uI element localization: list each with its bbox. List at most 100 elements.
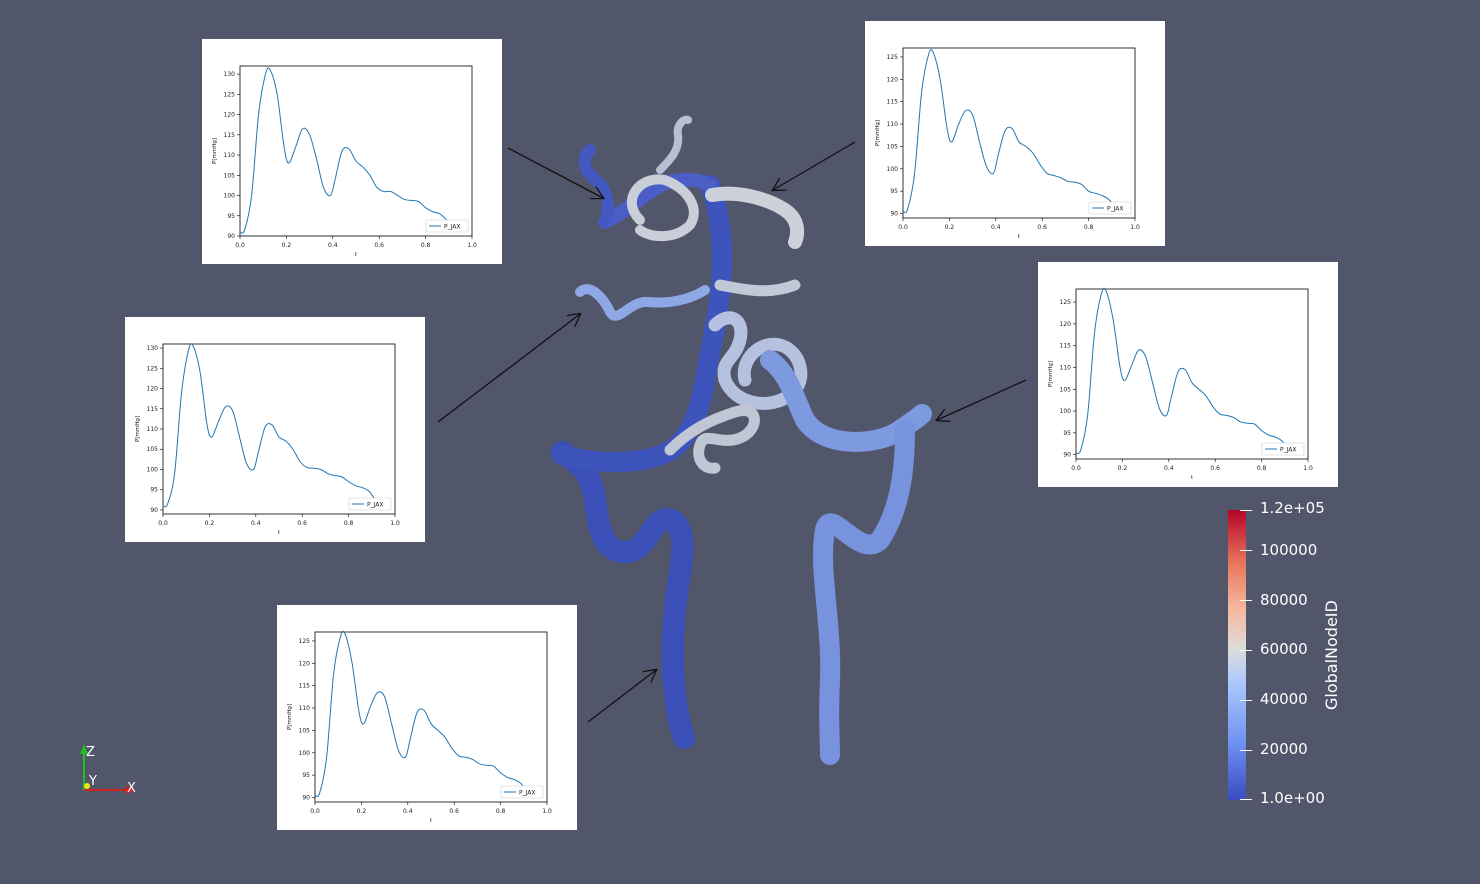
x-axis-label: t xyxy=(1191,475,1194,481)
x-tick-label: 1.0 xyxy=(390,520,400,527)
scalar-colorbar xyxy=(1228,510,1246,800)
colorbar-label-40000: 40000 xyxy=(1260,690,1308,708)
legend-label: P_JAX xyxy=(1280,447,1297,454)
y-tick-label: 100 xyxy=(299,750,311,757)
x-tick-label: 0.2 xyxy=(282,242,292,249)
y-tick-label: 115 xyxy=(887,99,899,106)
vessel-lightblue-wavy xyxy=(575,284,710,321)
x-tick-label: 0.4 xyxy=(1164,465,1174,472)
x-tick-label: 1.0 xyxy=(1303,465,1313,472)
y-tick-label: 105 xyxy=(887,143,899,150)
legend-label: P_JAX xyxy=(519,790,536,797)
y-axis-label: P[mmHg] xyxy=(135,416,141,442)
y-tick-label: 90 xyxy=(227,233,235,240)
x-tick-label: 0.4 xyxy=(403,808,413,815)
x-axis-label: t xyxy=(278,530,281,536)
y-tick-label: 110 xyxy=(299,705,311,712)
y-tick-label: 105 xyxy=(224,172,236,179)
series-line-p-jax xyxy=(314,630,529,797)
arrow-panel-mid-left xyxy=(437,314,580,423)
legend-box xyxy=(500,785,544,799)
y-tick-label: 110 xyxy=(147,426,159,433)
legend-box xyxy=(425,219,469,233)
vessel-right-jugular xyxy=(813,420,915,765)
x-axis-label: t xyxy=(355,252,358,258)
x-tick-label: 0.8 xyxy=(1257,465,1267,472)
legend-box xyxy=(1261,442,1305,456)
x-tick-label: 0.2 xyxy=(1118,465,1128,472)
x-tick-label: 0.8 xyxy=(496,808,506,815)
y-tick-label: 90 xyxy=(1063,452,1071,459)
legend-label: P_JAX xyxy=(367,502,384,509)
y-tick-label: 120 xyxy=(887,76,899,83)
y-tick-label: 90 xyxy=(890,211,898,218)
x-tick-label: 0.8 xyxy=(344,520,354,527)
y-tick-label: 120 xyxy=(224,112,236,119)
pressure-plot-panel-5: 0.0 0.2 0.4 0.6 0.8 1.0 90 95 100 105 110 115 120 125… xyxy=(277,605,577,830)
orientation-axes-widget: Z Y X xyxy=(70,740,150,800)
x-tick-label: 0.4 xyxy=(328,242,338,249)
series-line-p-jax xyxy=(239,67,454,234)
x-tick-label: 1.0 xyxy=(542,808,552,815)
y-tick-label: 90 xyxy=(302,795,310,802)
series-line-p-jax xyxy=(162,343,377,508)
callout-arrows xyxy=(437,141,1027,723)
y-tick-label: 120 xyxy=(1060,321,1072,328)
x-axis-label: t xyxy=(1018,234,1021,240)
colorbar-label-min: 1.0e+00 xyxy=(1260,789,1325,807)
y-tick-label: 125 xyxy=(147,365,159,372)
y-tick-label: 90 xyxy=(150,507,158,514)
vessel-grey-mid xyxy=(714,279,801,297)
series-line-p-jax xyxy=(902,49,1117,213)
y-tick-label: 105 xyxy=(1060,386,1072,393)
vessel-superior-branch-top xyxy=(578,144,614,228)
x-tick-label: 0.6 xyxy=(1210,465,1220,472)
arrow-panel-bottom xyxy=(587,670,656,723)
y-tick-label: 125 xyxy=(887,54,899,61)
x-tick-label: 0.6 xyxy=(1037,224,1047,231)
vessel-grey-lower xyxy=(664,405,760,474)
y-tick-label: 115 xyxy=(224,132,236,139)
x-tick-label: 0.2 xyxy=(945,224,955,231)
vessel-left-jugular xyxy=(551,441,695,749)
axis-y-label: Y xyxy=(88,774,97,789)
pressure-plot-panel-3: 0.0 0.2 0.4 0.6 0.8 1.0 90 95 100 105 110 115 120 125… xyxy=(125,317,425,542)
pressure-plot-panel-4: 0.0 0.2 0.4 0.6 0.8 1.0 90 95 100 105 110 115 120 125… xyxy=(1038,262,1338,487)
y-tick-label: 110 xyxy=(224,152,236,159)
axis-x-label: X xyxy=(127,781,136,796)
x-tick-label: 0.6 xyxy=(449,808,459,815)
x-tick-label: 1.0 xyxy=(1130,224,1140,231)
x-tick-label: 0.0 xyxy=(310,808,320,815)
y-tick-label: 110 xyxy=(1060,364,1072,371)
arrow-panel-mid-right xyxy=(937,379,1027,420)
x-tick-label: 0.0 xyxy=(1071,465,1081,472)
x-axis-label: t xyxy=(430,818,433,824)
y-axis-label: P[mmHg] xyxy=(875,120,881,146)
x-tick-label: 1.0 xyxy=(467,242,477,249)
series-line-p-jax xyxy=(1075,287,1290,455)
x-tick-label: 0.8 xyxy=(1084,224,1094,231)
arrow-panel-top-right xyxy=(773,141,856,190)
y-tick-label: 130 xyxy=(224,71,236,78)
vessel-grey-loops xyxy=(708,311,808,410)
y-tick-label: 125 xyxy=(224,91,236,98)
y-tick-label: 130 xyxy=(147,345,159,352)
vessel-grey-top-curl xyxy=(626,174,699,242)
y-tick-label: 115 xyxy=(299,683,311,690)
legend-label: P_JAX xyxy=(444,224,461,231)
y-tick-label: 125 xyxy=(299,638,311,645)
y-tick-label: 95 xyxy=(1063,430,1071,437)
colorbar-label-max: 1.2e+05 xyxy=(1260,499,1325,517)
colorbar-title: GlobalNodeID xyxy=(1322,600,1341,710)
plot-frame xyxy=(902,47,1136,219)
y-axis-label: P[mmHg] xyxy=(212,138,218,164)
axis-z-label: Z xyxy=(86,745,95,760)
colorbar-label-20000: 20000 xyxy=(1260,740,1308,758)
colorbar-label-100000: 100000 xyxy=(1260,541,1318,559)
x-tick-label: 0.4 xyxy=(251,520,261,527)
y-tick-label: 100 xyxy=(224,193,236,200)
x-tick-label: 0.6 xyxy=(297,520,307,527)
pressure-plot-panel-2: 0.0 0.2 0.4 0.6 0.8 1.0 90 95 100 105 110 115 120 125… xyxy=(865,21,1165,246)
